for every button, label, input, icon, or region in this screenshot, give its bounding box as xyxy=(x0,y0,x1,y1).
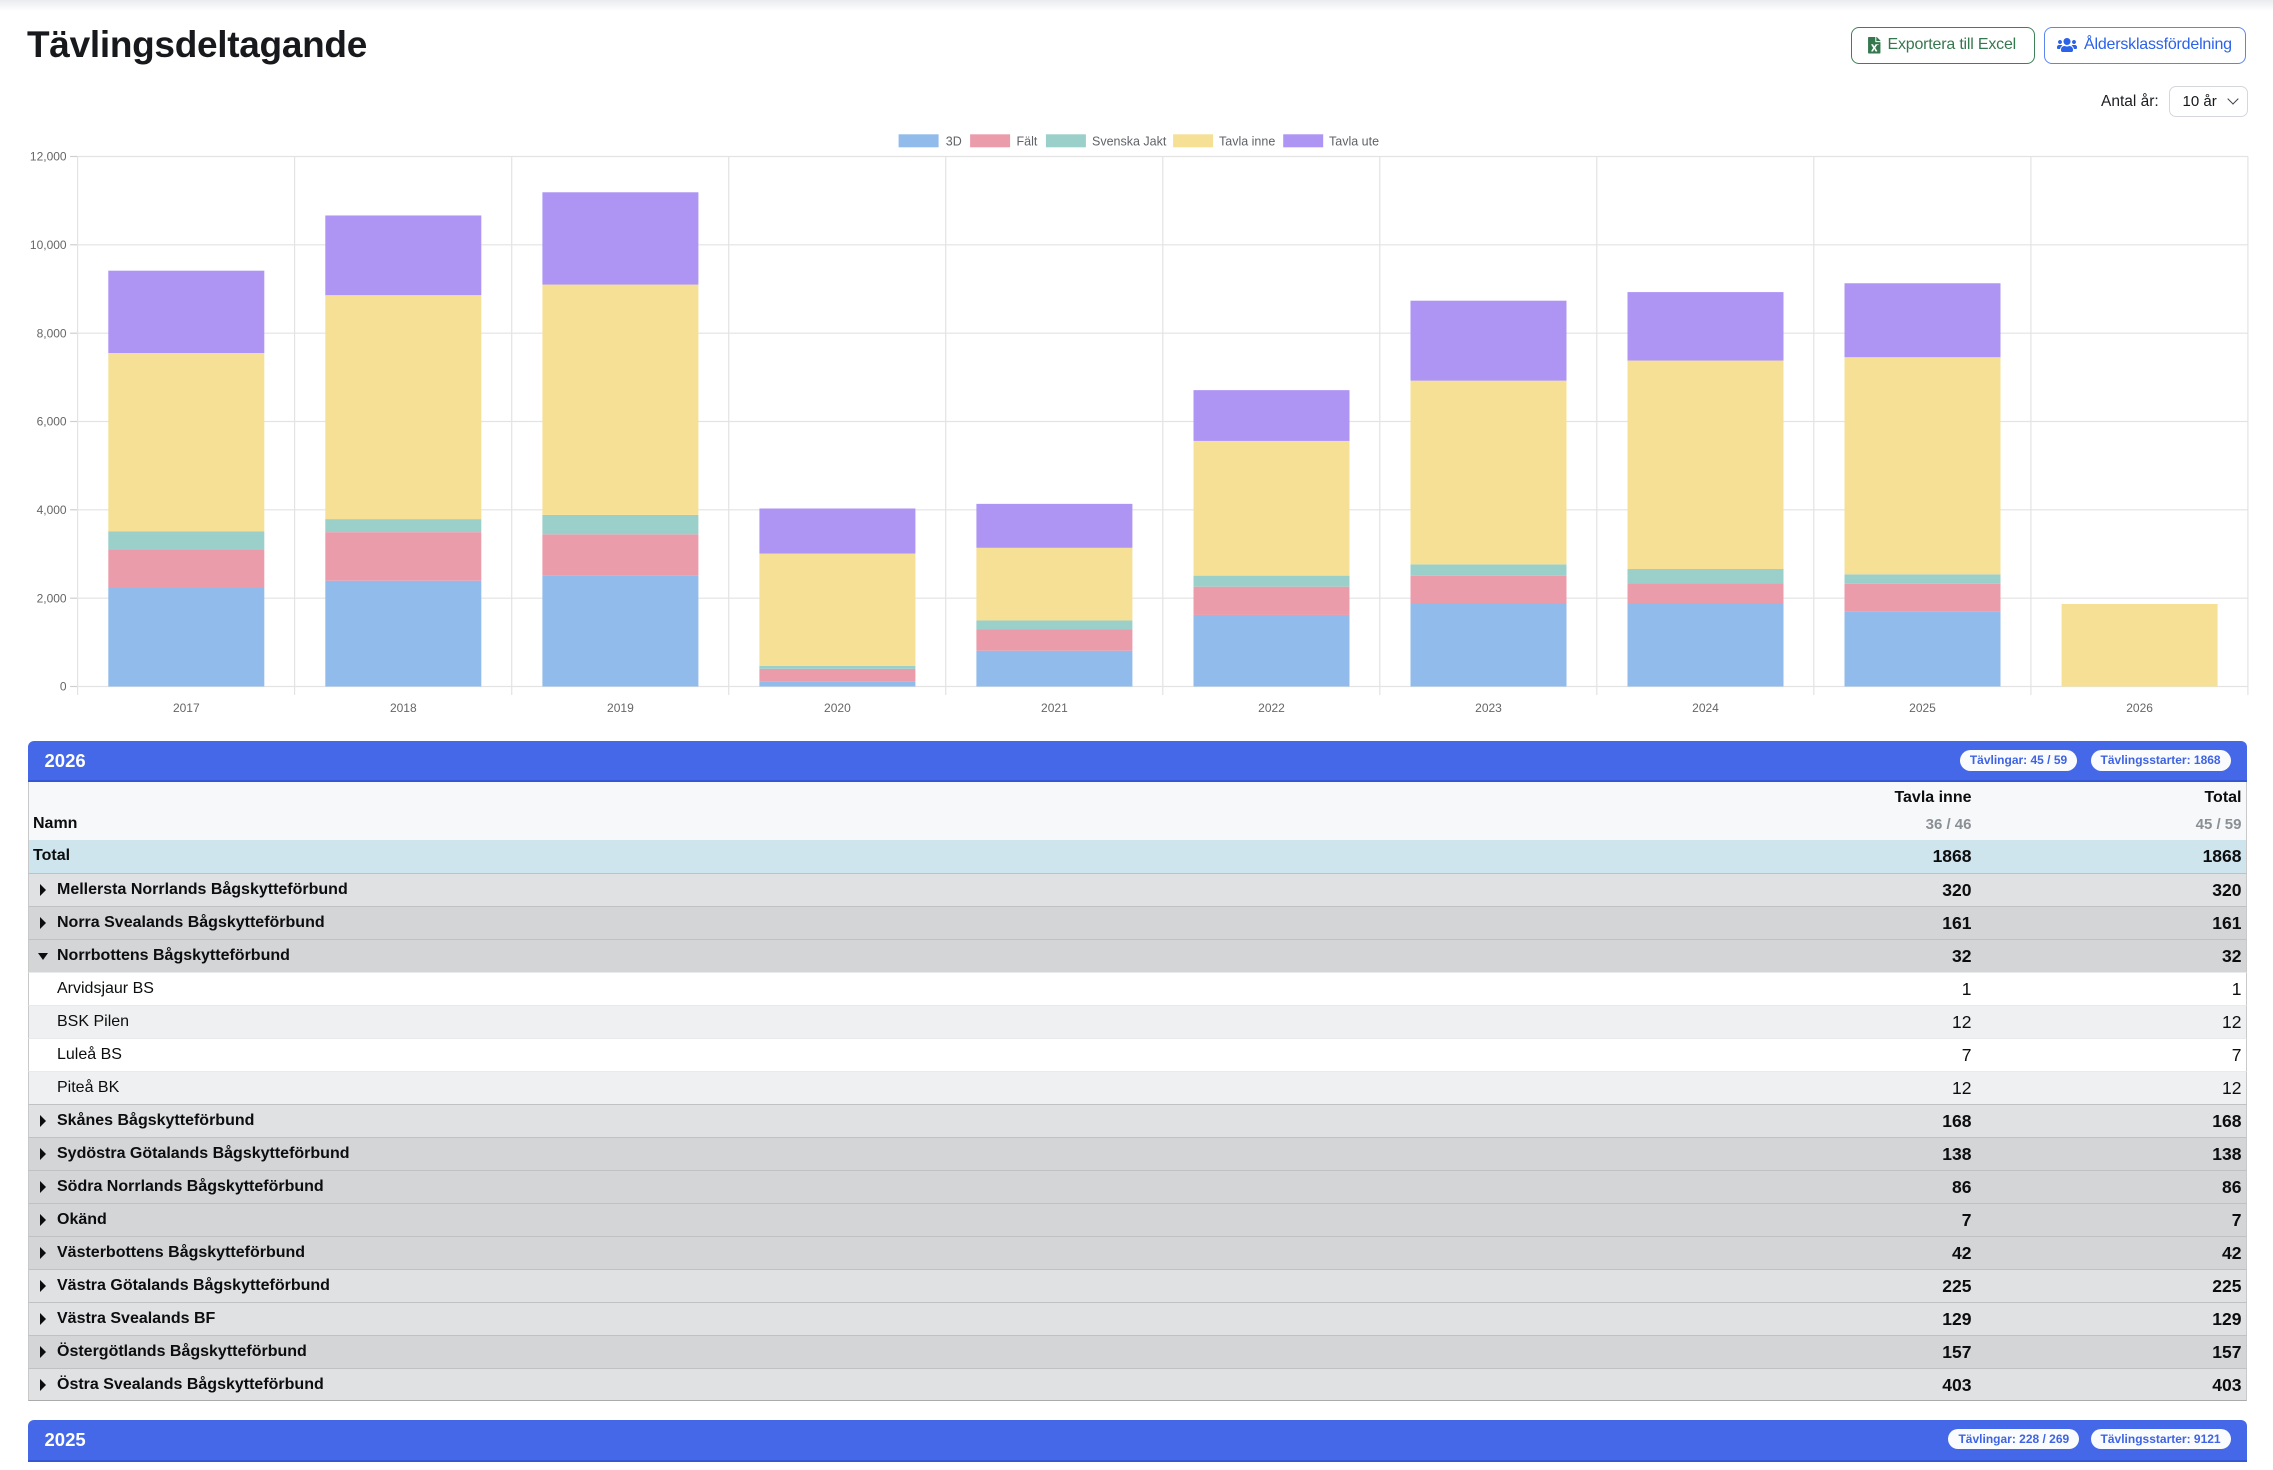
svg-text:2022: 2022 xyxy=(1258,701,1285,715)
svg-text:Svenska Jakt: Svenska Jakt xyxy=(1092,134,1167,148)
svg-text:10,000: 10,000 xyxy=(30,238,67,252)
svg-text:2018: 2018 xyxy=(390,701,417,715)
svg-text:Tavla inne: Tavla inne xyxy=(1219,134,1275,148)
svg-text:4,000: 4,000 xyxy=(37,503,67,517)
svg-text:2023: 2023 xyxy=(1475,701,1502,715)
svg-text:2024: 2024 xyxy=(1692,701,1719,715)
svg-text:0: 0 xyxy=(60,680,67,694)
svg-text:Tavla ute: Tavla ute xyxy=(1329,134,1379,148)
svg-text:2025: 2025 xyxy=(1909,701,1936,715)
svg-text:3D: 3D xyxy=(946,134,962,148)
svg-text:12,000: 12,000 xyxy=(30,150,67,164)
svg-text:2026: 2026 xyxy=(2126,701,2153,715)
svg-text:6,000: 6,000 xyxy=(37,415,67,429)
svg-text:Fält: Fält xyxy=(1017,134,1038,148)
svg-text:8,000: 8,000 xyxy=(37,326,67,340)
svg-text:2021: 2021 xyxy=(1041,701,1068,715)
svg-text:2019: 2019 xyxy=(607,701,634,715)
svg-text:2020: 2020 xyxy=(824,701,851,715)
svg-text:2,000: 2,000 xyxy=(37,591,67,605)
svg-text:2017: 2017 xyxy=(173,701,200,715)
